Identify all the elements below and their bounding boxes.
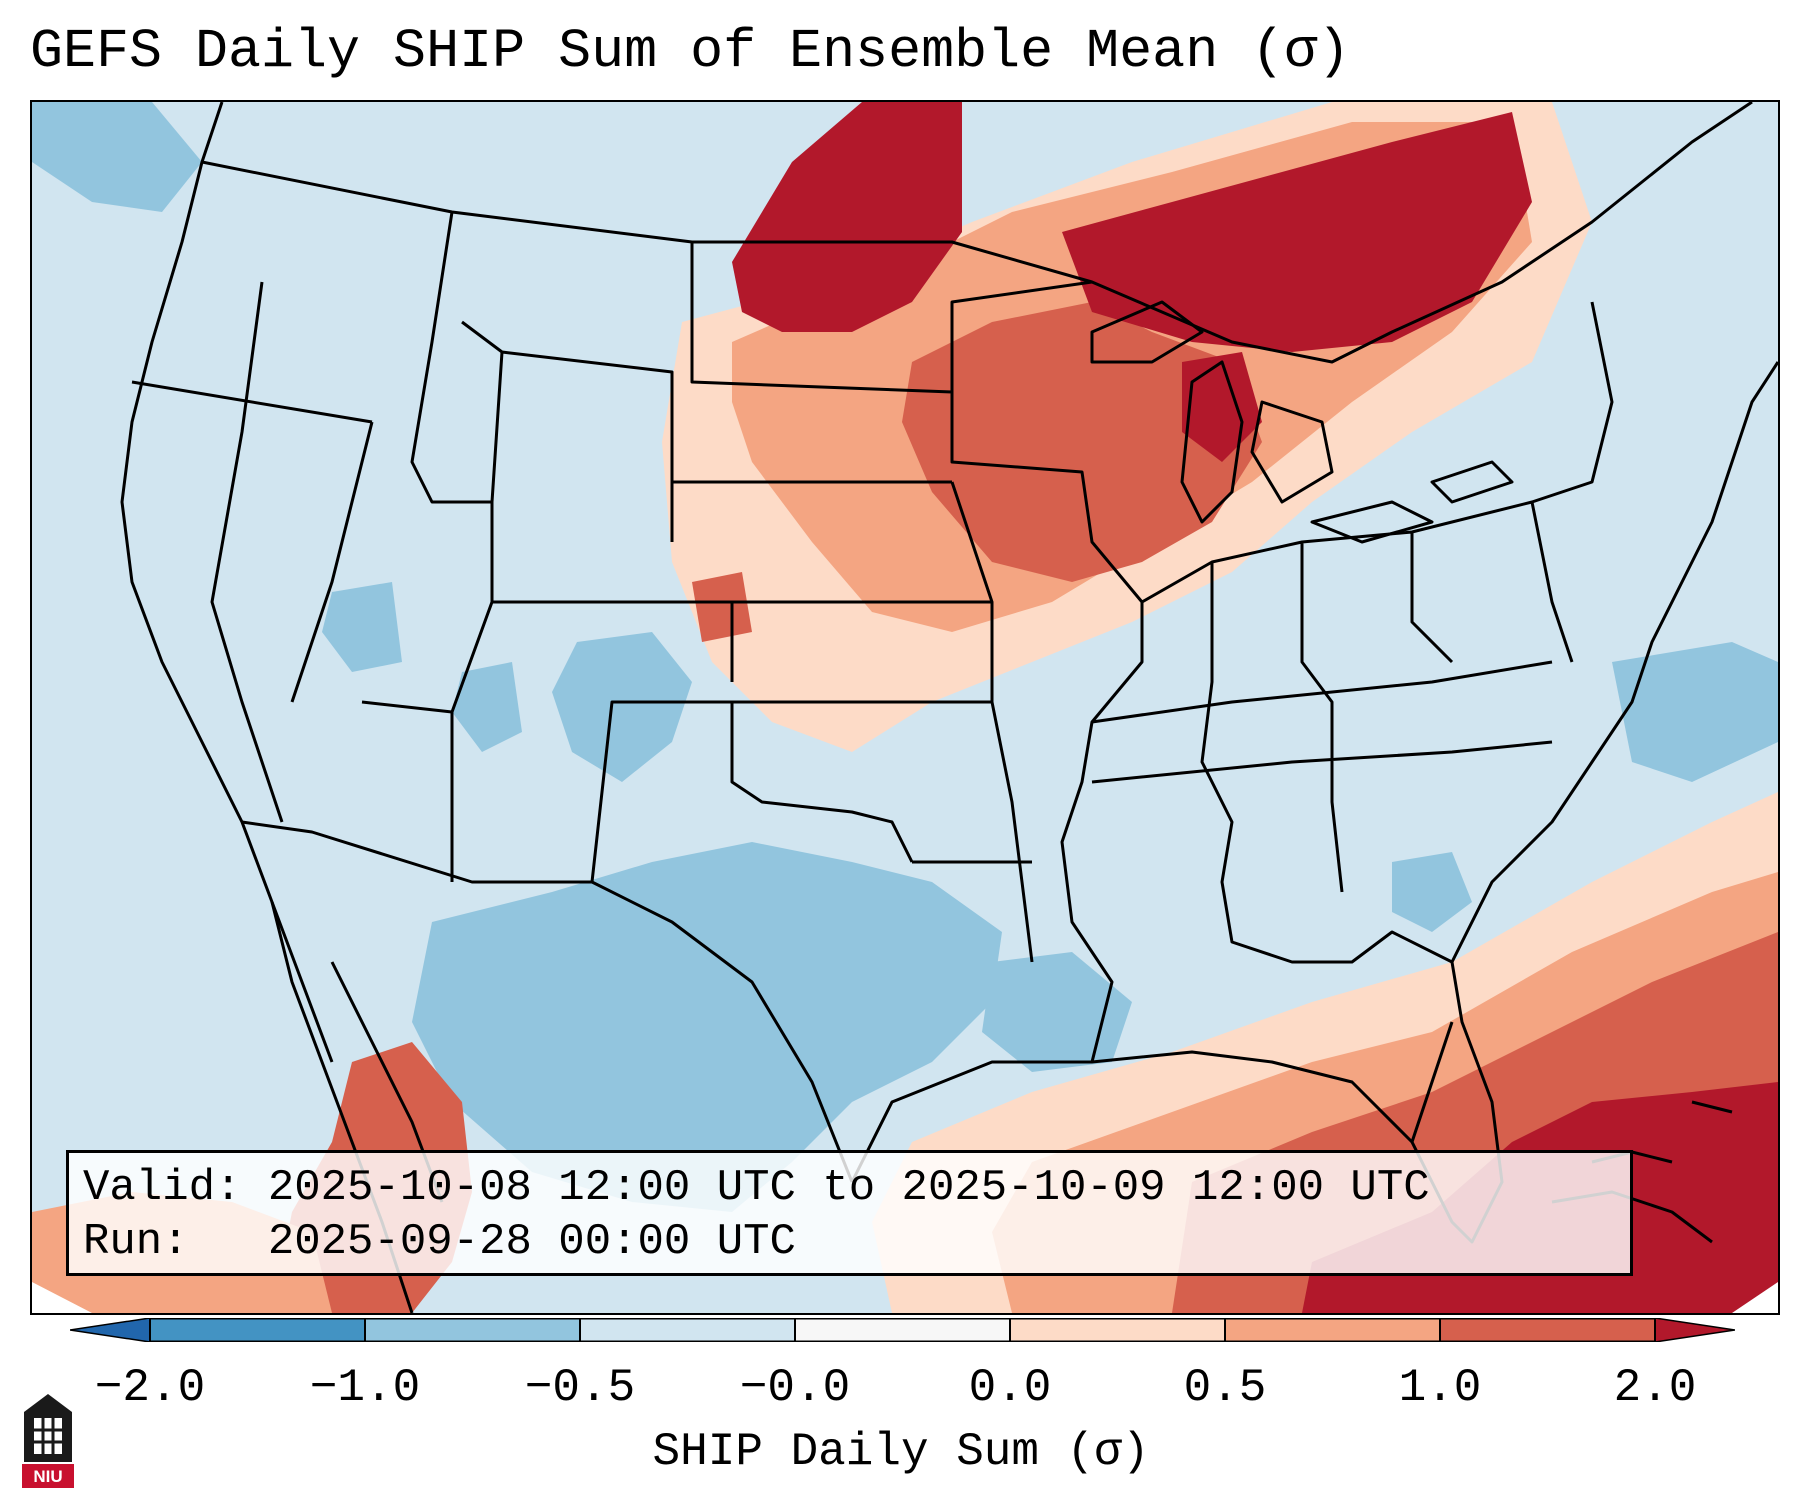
anomaly-patch-michigan-max xyxy=(1182,352,1262,462)
anomaly-patch-canada-max xyxy=(1062,112,1532,352)
colorbar-tick-label: −1.0 xyxy=(309,1362,421,1414)
colorbar-tick-label: 2.0 xyxy=(1613,1362,1697,1414)
coastline-gulf xyxy=(850,961,1504,1244)
state-lines-east xyxy=(1091,301,1614,964)
anomaly-patch-utah xyxy=(452,662,522,752)
anomaly-patch-southeast xyxy=(1392,852,1472,932)
coastline-east xyxy=(1450,361,1778,963)
negative-anomaly-areas xyxy=(32,102,1778,1212)
colorbar-segment xyxy=(795,1318,1011,1342)
niu-logo: NIU xyxy=(22,1394,74,1488)
colorbar-segment xyxy=(150,1318,366,1342)
anomaly-patch-texas xyxy=(412,842,1002,1212)
coastline-florida xyxy=(1410,1021,1454,1143)
colorbar-label: SHIP Daily Sum (σ) xyxy=(652,1426,1150,1478)
colorbar-over-arrow xyxy=(1654,1318,1735,1342)
logo-banner xyxy=(22,1464,74,1488)
valid-range-value: 2025-10-08 12:00 UTC to 2025-10-09 12:00… xyxy=(267,1163,1430,1213)
colorbar-segment xyxy=(1225,1318,1441,1342)
valid-time-info-box: Valid: 2025-10-08 12:00 UTC to 2025-10-0… xyxy=(66,1150,1633,1276)
border-canada-us xyxy=(201,102,1753,364)
colorbar xyxy=(70,1318,1735,1342)
great-lakes-outline xyxy=(1090,300,1514,544)
colorbar-segment xyxy=(1440,1318,1656,1342)
political-boundaries xyxy=(120,102,1778,1313)
logo-window xyxy=(34,1418,62,1454)
map-panel xyxy=(30,100,1780,1315)
state-lines-central xyxy=(672,242,1144,1063)
colorbar-tick-label: 0.0 xyxy=(968,1362,1052,1414)
anomaly-patch-northwest xyxy=(32,102,202,212)
run-time-value: 2025-09-28 00:00 UTC xyxy=(267,1217,796,1267)
logo-window-grid xyxy=(34,1418,62,1454)
colorbar-tick-label: −2.0 xyxy=(94,1362,206,1414)
border-us-mexico xyxy=(241,820,854,1183)
logo-text: NIU xyxy=(33,1467,62,1486)
anomaly-patch-nevada xyxy=(322,582,402,672)
anomaly-map xyxy=(32,102,1778,1313)
anomaly-patch-colorado xyxy=(692,572,752,642)
colorbar-segment xyxy=(365,1318,581,1342)
map-title: GEFS Daily SHIP Sum of Ensemble Mean (σ) xyxy=(30,20,1351,83)
colorbar-under-arrow xyxy=(70,1318,151,1342)
colorbar-tick-label: 1.0 xyxy=(1398,1362,1482,1414)
anomaly-patch-southwest xyxy=(552,632,692,782)
anomaly-patch-atlantic xyxy=(1612,642,1778,782)
colorbar-tick-label: −0.5 xyxy=(524,1362,636,1414)
colorbar-segment xyxy=(1010,1318,1226,1342)
run-label: Run: xyxy=(83,1217,189,1267)
anomaly-patch-louisiana xyxy=(982,952,1132,1072)
colorbar-segment xyxy=(580,1318,796,1342)
anomaly-patch-great-lakes-strong xyxy=(902,302,1262,582)
valid-label: Valid: xyxy=(83,1163,242,1213)
colorbar-tick-label: −0.0 xyxy=(739,1362,851,1414)
colorbar-tick-label: 0.5 xyxy=(1183,1362,1267,1414)
anomaly-patch-northern-rockies-max xyxy=(732,102,962,332)
